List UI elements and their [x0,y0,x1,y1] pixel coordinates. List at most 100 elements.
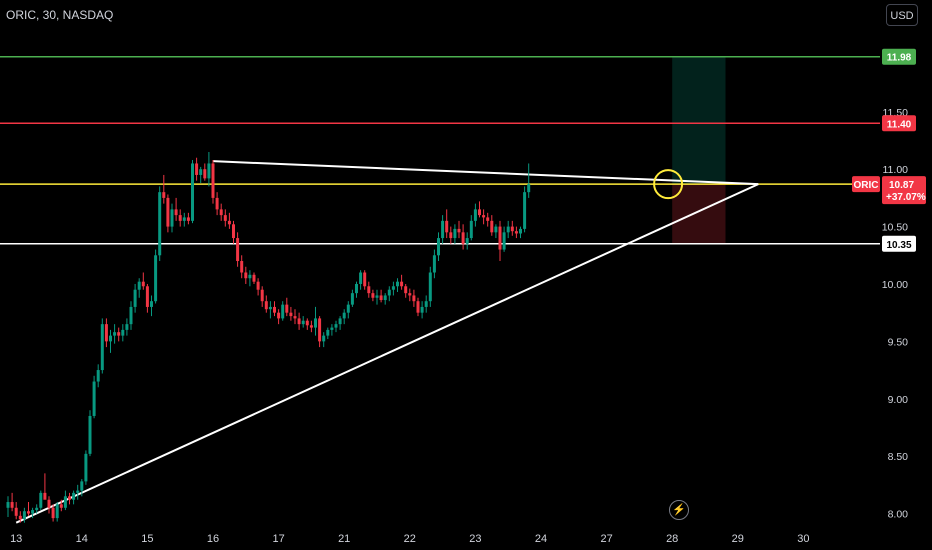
candle [383,293,387,305]
candle-body [461,232,465,244]
candle-body [494,226,498,233]
candle-body [264,301,268,310]
candle [268,301,272,319]
horizontal-lines [0,55,880,245]
candle-body [31,510,35,514]
y-tick-label: 8.50 [888,451,909,463]
candle-body [76,490,80,493]
candle-body [326,329,330,336]
candle [519,226,522,239]
candle [145,283,149,313]
candle-body [334,324,338,328]
candle [408,288,412,302]
candle [486,212,490,227]
candle [387,286,391,302]
candle-body [166,197,170,227]
candle-body [305,320,309,326]
candle [88,410,92,457]
candle-body [137,281,141,290]
candle [227,212,231,229]
candle [420,301,424,319]
candle [117,327,121,342]
candle [100,318,104,374]
trend-line [212,160,759,186]
candle [445,209,449,239]
candle [104,318,108,348]
candle [51,504,55,522]
candle-body [129,306,133,325]
candle [39,490,43,511]
candle [203,163,207,181]
candle-body [363,272,367,287]
candle-body [469,220,473,239]
symbol-title: ORIC, 30, NASDAQ [6,8,114,22]
highlight-circle [653,169,684,200]
candle [437,232,440,262]
candle-body [301,320,305,325]
y-tick-label: 10.00 [882,279,908,291]
candle [150,295,153,317]
candle [236,232,240,267]
candle-body [125,324,129,330]
candle-body [68,496,71,500]
candle [457,220,461,239]
candle [68,492,71,505]
x-tick-label: 16 [207,533,219,545]
candle-body [80,481,84,491]
candle [375,289,379,305]
candle-body [383,295,387,301]
y-tick-label: 11.00 [883,164,909,176]
candle [342,309,346,325]
y-tick-label: 9.00 [888,394,909,406]
candle-body [47,499,51,508]
candle-body [457,228,461,233]
candle [416,297,420,317]
candle [76,484,80,500]
candle [465,232,469,250]
symbol-tag-label: ORIC [854,180,879,191]
candle [166,194,170,233]
candle-body [498,226,502,250]
candle-body [55,504,59,519]
candle-body [43,492,47,500]
candle-body [416,301,420,313]
candle-body [465,238,469,244]
candle-body [506,226,510,233]
candle [404,283,408,298]
lightning-icon[interactable]: ⚡ [669,500,689,520]
x-tick-label: 17 [272,533,284,545]
candles [6,151,531,523]
candle-body [215,197,219,210]
candle [18,511,22,523]
candle-body [145,286,149,307]
long-position-tool[interactable] [672,56,726,244]
candle [523,186,527,233]
candle [301,316,305,328]
candle-body [236,238,240,262]
candle [326,327,330,340]
candle-body [273,306,276,313]
candle-body [502,232,506,250]
candle-body [104,324,108,342]
x-tick-label: 13 [10,533,22,545]
candle [129,301,133,330]
candle [125,318,129,336]
candle-body [285,304,289,313]
candle [396,278,399,293]
candle [137,278,141,298]
x-tick-label: 24 [535,533,547,545]
x-tick-label: 28 [666,533,678,545]
candle-body [207,163,211,179]
candle-body [18,515,22,520]
candle-body [486,217,490,221]
candle-body [39,492,43,508]
candle [391,281,395,296]
currency-button[interactable]: USD [886,4,918,26]
candle [59,499,63,512]
candle-body [14,507,18,516]
x-axis: 13 14 15 16 17 21 22 23 24 27 28 29 30 [10,533,809,545]
candle [285,297,289,317]
candle-body [387,289,391,296]
candle [215,192,219,216]
